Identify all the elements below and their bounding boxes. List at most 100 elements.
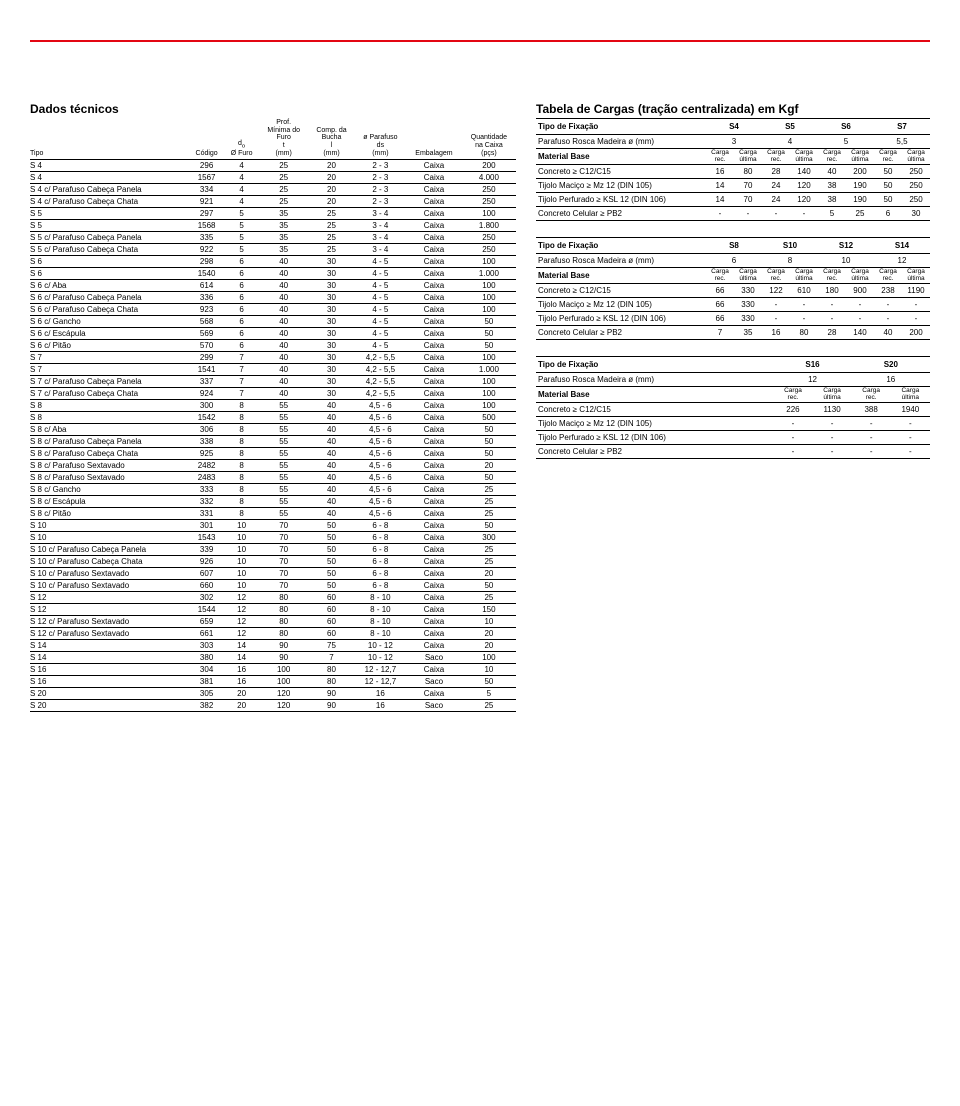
cell: 300 [189, 400, 224, 412]
cell: 6 [224, 304, 259, 316]
load-header-row: Tipo de FixaçãoS4S5S6S7 [536, 119, 930, 135]
cell: S 8 c/ Pitão [30, 508, 189, 520]
cell: 20 [308, 172, 354, 184]
load-block: Tipo de FixaçãoS4S5S6S7Parafuso Rosca Ma… [536, 118, 930, 221]
cell: 20 [462, 628, 516, 640]
cell: 35 [734, 326, 762, 340]
cell: 50 [874, 179, 902, 193]
cell: 382 [189, 700, 224, 712]
cell: 20 [308, 184, 354, 196]
size-header: S10 [762, 238, 818, 254]
table-row: S 81542855404,5 - 6Caixa500 [30, 412, 516, 424]
cell: Concreto Celular ≥ PB2 [536, 326, 706, 340]
table-row: S 12 c/ Parafuso Sextavado6591280608 - 1… [30, 616, 516, 628]
parafuso-row: Parafuso Rosca Madeira ø (mm)681012 [536, 254, 930, 268]
cell: 60 [308, 592, 354, 604]
cell: 10 [224, 568, 259, 580]
sub-col: Cargarec. [874, 268, 902, 284]
cell: 4,5 - 6 [355, 472, 407, 484]
cell: S 12 [30, 592, 189, 604]
cell: Tijolo Maciço ≥ Mz 12 (DIN 105) [536, 179, 706, 193]
cell: Caixa [406, 436, 462, 448]
cell: 6 - 8 [355, 520, 407, 532]
table-row: S 71541740304,2 - 5,5Caixa1.000 [30, 364, 516, 376]
load-row: Tijolo Maciço ≥ Mz 12 (DIN 105)147024120… [536, 179, 930, 193]
sub-col: Cargaúltima [902, 268, 930, 284]
cell: 100 [462, 292, 516, 304]
cell: - [846, 312, 874, 326]
sub-col: Cargarec. [818, 268, 846, 284]
cell: 296 [189, 160, 224, 172]
cell: Caixa [406, 364, 462, 376]
cell: 334 [189, 184, 224, 196]
cell: - [813, 431, 852, 445]
table-row: S 7 c/ Parafuso Cabeça Chata924740304,2 … [30, 388, 516, 400]
cell: 8 [224, 436, 259, 448]
cell: 5 [462, 688, 516, 700]
cell: 8 - 10 [355, 616, 407, 628]
parafuso-val: 5,5 [874, 135, 930, 149]
cell: 140 [846, 326, 874, 340]
load-row: Concreto ≥ C12/C151680281404020050250 [536, 165, 930, 179]
cell: 50 [308, 568, 354, 580]
sub-col: Cargarec. [852, 387, 891, 403]
cell: Caixa [406, 352, 462, 364]
table-row: S 8 c/ Escápula332855404,5 - 6Caixa25 [30, 496, 516, 508]
cell: 40 [308, 460, 354, 472]
cell: 20 [462, 568, 516, 580]
fix-header: Tipo de Fixação [536, 238, 706, 254]
cell: Caixa [406, 232, 462, 244]
cell: S 4 c/ Parafuso Cabeça Panela [30, 184, 189, 196]
cell: 40 [818, 165, 846, 179]
cell: 1.000 [462, 364, 516, 376]
cell: 35 [259, 208, 308, 220]
cell: 614 [189, 280, 224, 292]
cell: 8 [224, 484, 259, 496]
col-header: Embalagem [406, 118, 462, 160]
col-header: Tipo [30, 118, 189, 160]
cell: 50 [462, 328, 516, 340]
cell: S 6 [30, 256, 189, 268]
cell: 923 [189, 304, 224, 316]
cell: 60 [308, 616, 354, 628]
fix-header: Tipo de Fixação [536, 119, 706, 135]
cell: S 20 [30, 688, 189, 700]
cell: - [852, 417, 891, 431]
load-table: Tipo de FixaçãoS16S20Parafuso Rosca Made… [536, 356, 930, 459]
table-row: S 10 c/ Parafuso Sextavado6071070506 - 8… [30, 568, 516, 580]
cell: 55 [259, 484, 308, 496]
cell: Caixa [406, 388, 462, 400]
cell: S 6 c/ Escápula [30, 328, 189, 340]
cell: 24 [762, 193, 790, 207]
cell: 12 [224, 628, 259, 640]
table-row: S 10 c/ Parafuso Cabeça Chata9261070506 … [30, 556, 516, 568]
cell: 610 [790, 284, 818, 298]
cell: 16 [224, 676, 259, 688]
cell: 180 [818, 284, 846, 298]
cell: 50 [308, 532, 354, 544]
cell: 8 [224, 496, 259, 508]
table-row: S 7 c/ Parafuso Cabeça Panela337740304,2… [30, 376, 516, 388]
cell: 100 [462, 400, 516, 412]
cell: 2 - 3 [355, 172, 407, 184]
cell: S 10 [30, 532, 189, 544]
sub-col: Cargaúltima [790, 268, 818, 284]
cell: 1190 [902, 284, 930, 298]
table-row: S 6 c/ Aba614640304 - 5Caixa100 [30, 280, 516, 292]
cell: 150 [462, 604, 516, 616]
cell: 7 [706, 326, 734, 340]
cell: 10 [224, 556, 259, 568]
cell: Caixa [406, 340, 462, 352]
cell: - [818, 312, 846, 326]
cell: 50 [462, 580, 516, 592]
cell: 12 [224, 592, 259, 604]
cell: S 5 [30, 220, 189, 232]
cell: Caixa [406, 592, 462, 604]
cell: Caixa [406, 544, 462, 556]
cell: 7 [224, 376, 259, 388]
cell: Caixa [406, 640, 462, 652]
cell: 40 [308, 496, 354, 508]
cell: 921 [189, 196, 224, 208]
table-row: S 8 c/ Aba306855404,5 - 6Caixa50 [30, 424, 516, 436]
cell: 6 - 8 [355, 580, 407, 592]
